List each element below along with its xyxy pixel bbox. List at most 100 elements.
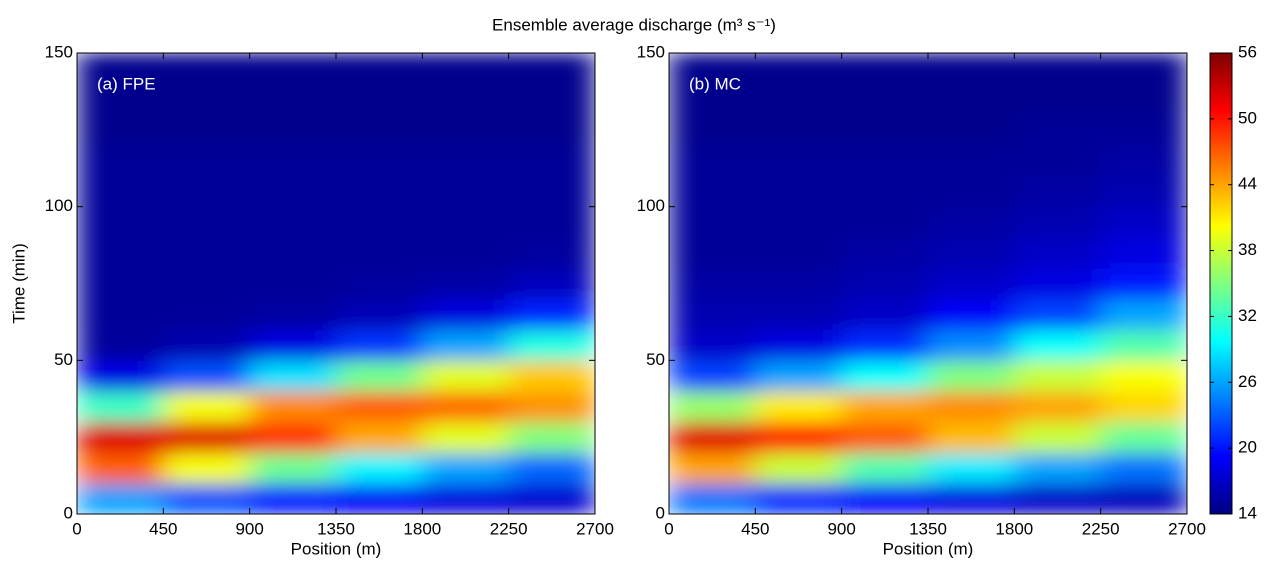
heatmap-cell (249, 360, 337, 392)
y-tick-label: 50 (646, 350, 665, 369)
heatmap-cell (928, 175, 1015, 208)
y-tick-label: 100 (45, 196, 73, 215)
heatmap-cell (755, 421, 843, 454)
y-tick-label: 50 (54, 350, 73, 369)
heatmap-cell (163, 391, 251, 423)
heatmap-cell (336, 114, 423, 146)
heatmap-cell (336, 329, 423, 361)
heatmap-cell (508, 237, 595, 269)
heatmap-cell (163, 421, 251, 454)
heatmap-cell (1014, 268, 1102, 300)
heatmap-cell (1100, 206, 1187, 238)
colorbar-tick-label: 32 (1238, 306, 1257, 325)
heatmap-cell (1100, 360, 1187, 392)
heatmap-cell (841, 421, 929, 454)
heatmap-cell (1014, 360, 1102, 392)
heatmap-cell (422, 114, 510, 146)
heatmap-cell (755, 298, 843, 331)
panel-label: (a) FPE (97, 74, 156, 93)
plot-area (669, 53, 1187, 514)
heatmap-cell (755, 391, 843, 423)
heatmap-cell (508, 268, 595, 300)
colorbar-tick-label: 44 (1238, 174, 1257, 193)
heatmap-cell (249, 452, 337, 484)
heatmap-cell (841, 329, 929, 361)
heatmap-cell (249, 268, 337, 300)
heatmap-cell (928, 237, 1015, 269)
heatmap-cell (1100, 145, 1187, 177)
heatmap-cell (77, 83, 164, 115)
heatmap-cell (928, 329, 1015, 361)
heatmap-cell (422, 53, 510, 85)
heatmap-cell (841, 53, 929, 85)
heatmap-cell (1014, 206, 1102, 238)
heatmap-cell (1100, 83, 1187, 115)
heatmap-cell (669, 329, 756, 361)
heatmap-cell (508, 145, 595, 177)
x-tick-label: 2700 (1168, 519, 1206, 538)
x-tick-label: 1800 (995, 519, 1033, 538)
colorbar-tick-label: 26 (1238, 372, 1257, 391)
heatmap-cell (1014, 483, 1102, 514)
y-tick-label: 150 (45, 42, 73, 61)
x-tick-label: 2250 (1082, 519, 1120, 538)
heatmap-cell (77, 114, 164, 146)
heatmap-cell (1100, 452, 1187, 484)
heatmap-cell (249, 114, 337, 146)
heatmap-cell (508, 83, 595, 115)
heatmap-cell (841, 360, 929, 392)
heatmap-cell (422, 298, 510, 331)
heatmap-cell (163, 483, 251, 514)
heatmap-cell (163, 145, 251, 177)
heatmap-cell (163, 329, 251, 361)
heatmap-cell (422, 391, 510, 423)
heatmap-cell (249, 298, 337, 331)
heatmap-cell (669, 298, 756, 331)
heatmap-cell (669, 83, 756, 115)
heatmap-cell (163, 298, 251, 331)
heatmap-cell (336, 145, 423, 177)
heatmap-cell (77, 360, 164, 392)
heatmap-cell (422, 329, 510, 361)
heatmap-cell (669, 237, 756, 269)
heatmap-cell (163, 53, 251, 85)
heatmap-cell (508, 53, 595, 85)
heatmap-cell (841, 391, 929, 423)
heatmap-cell (249, 421, 337, 454)
heatmap-cell (508, 329, 595, 361)
heatmap-cell (841, 206, 929, 238)
heatmap-cell (755, 268, 843, 300)
heatmap-cell (841, 268, 929, 300)
heatmap-cell (163, 206, 251, 238)
heatmap-cell (336, 83, 423, 115)
x-tick-label: 1800 (403, 519, 441, 538)
heatmap-cell (841, 83, 929, 115)
heatmap-cell (1014, 175, 1102, 208)
heatmap-cell (422, 175, 510, 208)
heatmap-cell (77, 237, 164, 269)
heatmap-cell (669, 360, 756, 392)
heatmap (669, 53, 1187, 514)
heatmap-cell (77, 175, 164, 208)
x-tick-label: 0 (664, 519, 673, 538)
heatmap-cell (1100, 175, 1187, 208)
x-axis-label: Position (m) (883, 539, 974, 558)
heatmap-cell (336, 391, 423, 423)
heatmap-cell (841, 452, 929, 484)
plot-area (77, 53, 595, 514)
heatmap-cell (755, 360, 843, 392)
heatmap-cell (755, 329, 843, 361)
heatmap-cell (928, 452, 1015, 484)
colorbar-tick-label: 38 (1238, 240, 1257, 259)
heatmap-cell (77, 483, 164, 514)
heatmap-cell (755, 53, 843, 85)
heatmap-cell (249, 83, 337, 115)
heatmap-cell (1014, 421, 1102, 454)
x-axis-label: Position (m) (291, 539, 382, 558)
panel-label: (b) MC (689, 74, 741, 93)
heatmap-cell (669, 483, 756, 514)
heatmap-cell (249, 483, 337, 514)
heatmap-cell (336, 268, 423, 300)
heatmap-cell (928, 206, 1015, 238)
